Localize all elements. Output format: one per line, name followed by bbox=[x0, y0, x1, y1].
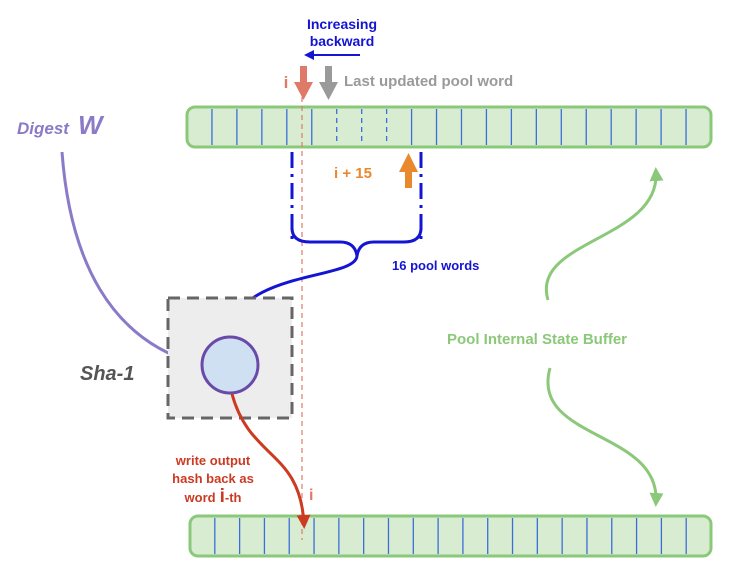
top-buffer-frame bbox=[185, 105, 713, 149]
state-to-top-buffer-arrow bbox=[544, 167, 664, 301]
digest-variable-w: W bbox=[78, 110, 105, 140]
write-output-arrow bbox=[230, 393, 311, 529]
bottom-buffer-frame bbox=[188, 514, 713, 558]
digest-label: Digest bbox=[17, 119, 70, 138]
last-updated-label: Last updated pool word bbox=[344, 73, 513, 90]
i-plus-15-pointer-arrow bbox=[399, 153, 418, 188]
increasing-label-line2: backward bbox=[310, 33, 375, 49]
i-bottom-label: i bbox=[309, 487, 313, 504]
sixteen-pool-words-label: 16 pool words bbox=[392, 258, 479, 273]
last-updated-pointer-arrow bbox=[319, 66, 338, 100]
sha1-node bbox=[200, 335, 260, 395]
sha1-label: Sha-1 bbox=[80, 363, 134, 385]
write-label-line2: hash back as bbox=[172, 471, 254, 486]
digest-arrow bbox=[60, 151, 203, 369]
increasing-label-line1: Increasing bbox=[307, 16, 377, 32]
write-label-line1: write output bbox=[175, 453, 251, 468]
bottom-buffer-dividers bbox=[214, 518, 687, 554]
i-plus-15-label: i + 15 bbox=[334, 165, 372, 182]
write-i-text: i bbox=[220, 486, 225, 507]
i-pointer-arrow bbox=[294, 66, 313, 100]
write-label-line3: word i-th bbox=[184, 486, 242, 507]
curly-brace bbox=[290, 227, 423, 257]
state-to-bottom-buffer-arrow bbox=[546, 367, 664, 507]
i-top-label: i bbox=[284, 73, 289, 92]
bottom-pool-buffer bbox=[188, 514, 713, 558]
top-pool-buffer bbox=[185, 105, 713, 149]
write-th-text: -th bbox=[225, 490, 242, 505]
write-word-text: word bbox=[184, 490, 216, 505]
top-buffer-dividers bbox=[211, 109, 687, 145]
pool-internal-state-label: Pool Internal State Buffer bbox=[447, 331, 627, 348]
